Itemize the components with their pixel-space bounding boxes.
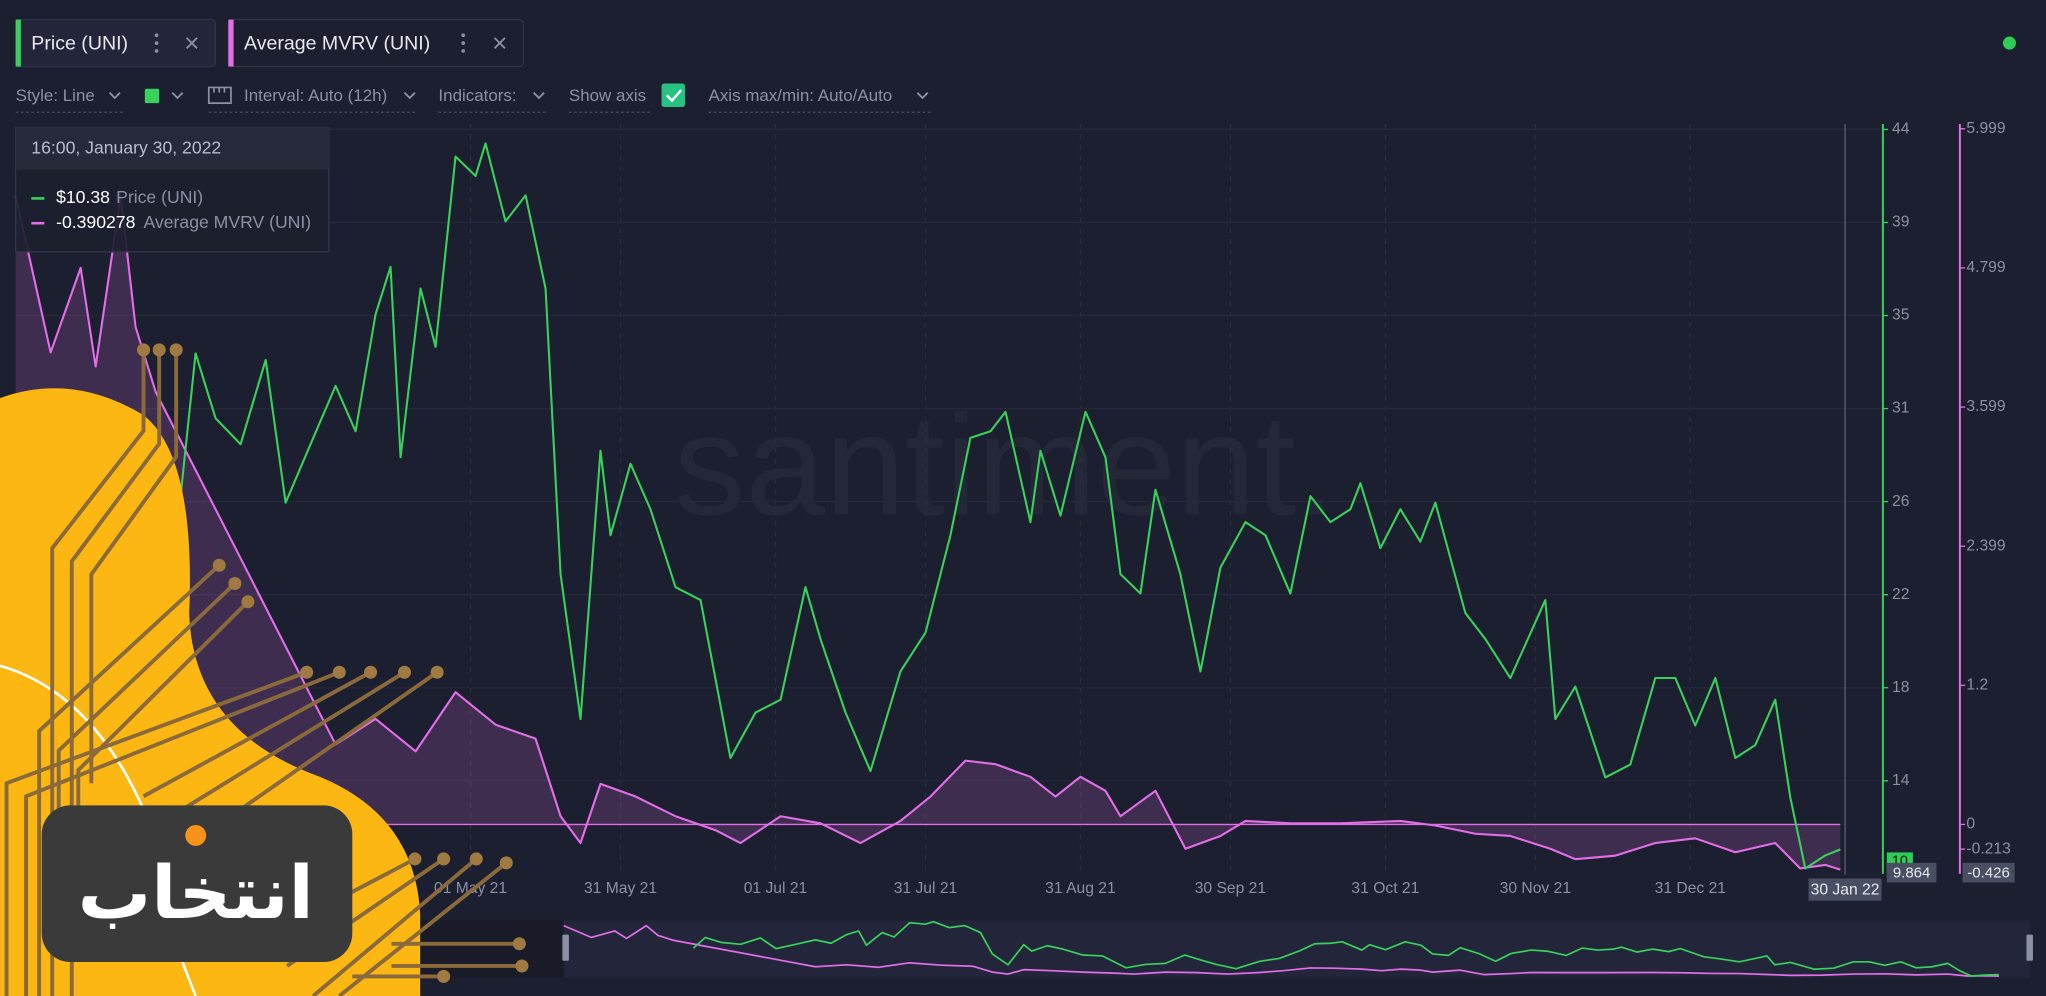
line bbox=[563, 924, 1999, 978]
y-tick-label: 18 bbox=[1892, 679, 1910, 696]
chevron bbox=[533, 92, 545, 100]
y2-tick-label: 3.599 bbox=[1966, 398, 2005, 415]
crosshair-mvrv-box bbox=[1962, 862, 2015, 883]
x-tick-label: 31 Dec 21 bbox=[1655, 880, 1726, 897]
interval-dropdown[interactable]: Interval: Auto (12h) bbox=[244, 86, 387, 105]
color-picker[interactable] bbox=[144, 88, 160, 104]
tab-label[interactable]: Average MVRV (UNI) bbox=[244, 33, 430, 55]
y2-tick-label: 5.999 bbox=[1966, 120, 2005, 137]
tooltip-series-name: Price (UNI) bbox=[116, 187, 203, 207]
line bbox=[179, 142, 1841, 870]
crosshair-mvrv-label: -0.426 bbox=[1967, 864, 2010, 881]
interval-icon bbox=[207, 86, 232, 104]
logo-text: انتخاب bbox=[78, 851, 314, 936]
tab-menu-icon[interactable] bbox=[461, 33, 466, 53]
tooltip-date: 16:00, January 30, 2022 bbox=[31, 137, 221, 157]
y-tick-label: 31 bbox=[1892, 400, 1909, 417]
navigator-handle[interactable] bbox=[2026, 934, 2033, 961]
status-dot bbox=[2002, 36, 2016, 50]
x-tick-label: 01 Jul 21 bbox=[744, 880, 808, 897]
navigator bbox=[563, 920, 1999, 978]
indicators-dropdown[interactable]: Indicators: bbox=[438, 86, 516, 105]
tooltip: 16:00, January 30, 2022 $10.38 Price (UN… bbox=[15, 127, 330, 253]
tab-close-icon[interactable] bbox=[185, 37, 198, 49]
line bbox=[692, 920, 1999, 977]
checkmark bbox=[665, 89, 683, 103]
crosshair-x-box bbox=[1808, 878, 1882, 901]
tab-label[interactable]: Price (UNI) bbox=[31, 33, 128, 55]
y2-tick-label: 1.2 bbox=[1966, 676, 1988, 693]
show-axis-label[interactable]: Show axis bbox=[569, 86, 646, 105]
crosshair-price-box bbox=[1886, 862, 1937, 883]
line bbox=[14, 194, 1841, 871]
tab-color-bar bbox=[15, 19, 21, 67]
x-tick-label: 30 Sep 21 bbox=[1195, 880, 1266, 897]
x-tick-label: 01 May 21 bbox=[434, 880, 507, 897]
x-tick-label: 31 Oct 21 bbox=[1351, 880, 1419, 897]
y-tick-label: 44 bbox=[1892, 121, 1910, 138]
tooltip-value: $10.38 bbox=[56, 187, 110, 207]
chevron bbox=[403, 92, 416, 100]
y-tick-label: 39 bbox=[1892, 214, 1909, 231]
crosshair-price-label: 9.864 bbox=[1893, 864, 1931, 881]
show-axis-checkbox[interactable] bbox=[661, 83, 686, 108]
y2-tick-label: 4.799 bbox=[1966, 259, 2005, 276]
x-tick-label: 31 Jul 21 bbox=[894, 880, 958, 897]
tooltip-header bbox=[15, 127, 329, 170]
y-tick-label: 14 bbox=[1892, 772, 1910, 789]
x-tick-label: 31 May 21 bbox=[584, 880, 657, 897]
tab-menu-icon[interactable] bbox=[154, 33, 159, 53]
axis-minmax-dropdown[interactable]: Axis max/min: Auto/Auto bbox=[709, 86, 893, 105]
y2-tick-label: -0.213 bbox=[1966, 840, 2011, 857]
x-tick-label: 30 Nov 21 bbox=[1500, 880, 1571, 897]
y2-tick-label: 0 bbox=[1966, 816, 1975, 833]
y-tick-label: 22 bbox=[1892, 586, 1909, 603]
chevron bbox=[108, 92, 121, 100]
y-tick-label: 35 bbox=[1892, 307, 1910, 324]
tab-close-icon[interactable] bbox=[493, 37, 506, 49]
navigator-handle[interactable] bbox=[562, 934, 569, 961]
navigator-window[interactable] bbox=[563, 920, 2031, 978]
watermark: santiment. bbox=[674, 385, 1336, 545]
y2-tick-label: 2.399 bbox=[1966, 537, 2005, 554]
crosshair-x-label: 30 Jan 22 bbox=[1811, 881, 1880, 898]
tab-color-bar bbox=[228, 19, 234, 67]
chevron bbox=[171, 92, 184, 100]
chevron bbox=[916, 92, 929, 100]
style-dropdown[interactable]: Style: Line bbox=[16, 86, 95, 105]
tooltip-value: -0.390278 bbox=[56, 212, 136, 232]
x-tick-label: 31 Aug 21 bbox=[1045, 880, 1116, 897]
y-tick-label: 26 bbox=[1892, 493, 1910, 510]
overlay-logo: انتخاب bbox=[0, 343, 529, 996]
tooltip-series-name: Average MVRV (UNI) bbox=[144, 212, 312, 232]
